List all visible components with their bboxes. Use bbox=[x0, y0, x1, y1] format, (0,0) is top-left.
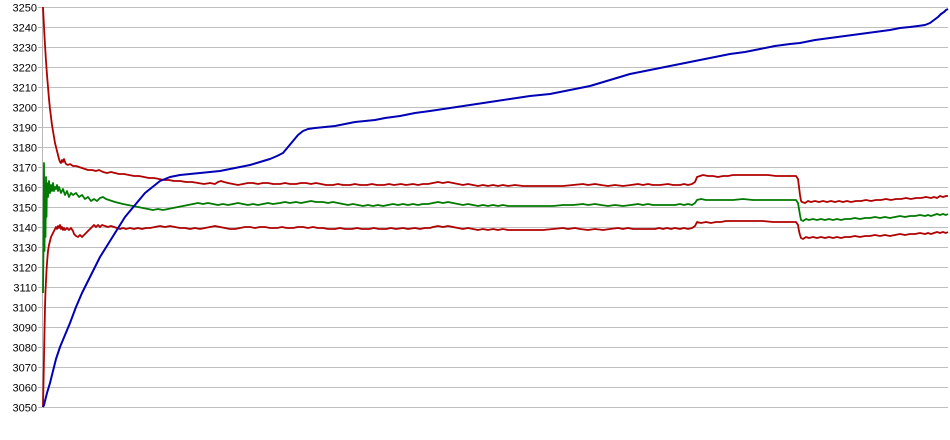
y-tick-label: 3150 bbox=[13, 203, 37, 215]
upper-red-band-series-line bbox=[42, 6, 948, 204]
y-tick-label: 3130 bbox=[13, 243, 37, 255]
y-tick-label: 3120 bbox=[13, 263, 37, 275]
y-tick-label: 3250 bbox=[13, 3, 37, 15]
y-tick-label: 3140 bbox=[13, 223, 37, 235]
lower-red-band-series-line bbox=[42, 220, 949, 408]
y-tick-label: 3090 bbox=[13, 323, 37, 335]
y-tick-label: 3060 bbox=[13, 383, 37, 395]
y-tick-label: 3080 bbox=[13, 343, 37, 355]
y-tick-label: 3050 bbox=[13, 403, 37, 415]
y-tick-label: 3110 bbox=[13, 283, 37, 295]
middle-green-series-line bbox=[42, 162, 949, 294]
y-tick-label: 3070 bbox=[13, 363, 37, 375]
y-tick-label: 3100 bbox=[13, 303, 37, 315]
y-tick-label: 3200 bbox=[13, 103, 37, 115]
blue-cumulative-series-line bbox=[42, 8, 949, 408]
y-tick-label: 3180 bbox=[13, 143, 37, 155]
y-tick-label: 3210 bbox=[13, 83, 37, 95]
y-tick-label: 3230 bbox=[13, 43, 37, 55]
y-tick-label: 3190 bbox=[13, 123, 37, 135]
y-tick-label: 3240 bbox=[13, 23, 37, 35]
y-tick-label: 3220 bbox=[13, 63, 37, 75]
y-tick-label: 3170 bbox=[13, 163, 37, 175]
y-tick-label: 3160 bbox=[13, 183, 37, 195]
